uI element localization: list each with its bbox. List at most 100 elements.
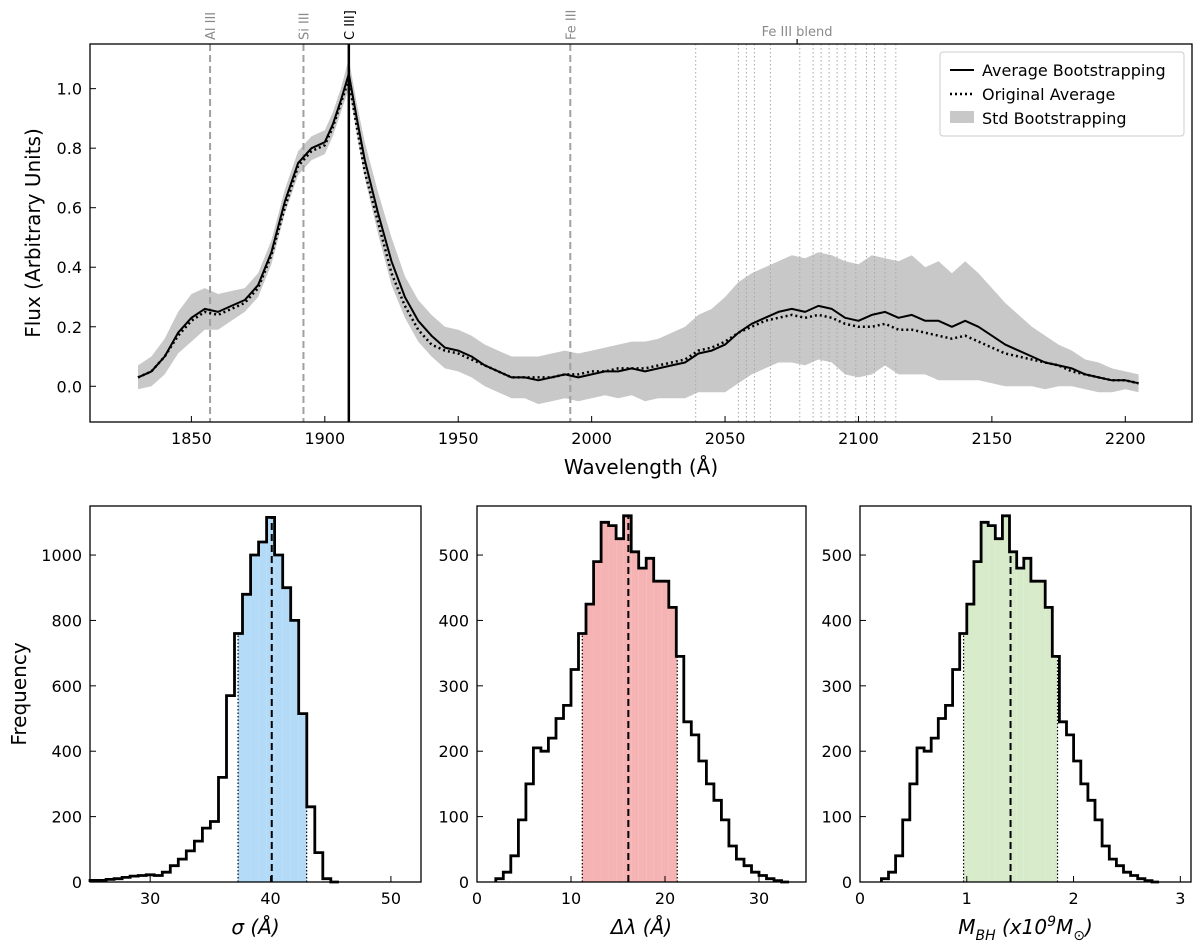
hist-bar [290,620,299,882]
hist-bar [282,587,291,882]
hist-bar [631,551,639,882]
hist-bar [1023,558,1031,882]
emission-line-label: Fe III [564,10,579,40]
emission-line-label: Al III [204,12,219,40]
y-axis-label: Frequency [7,642,31,745]
x-tick-label: 50 [381,889,401,908]
x-axis-label-part: ⊙ [1073,928,1085,944]
hist-bar [250,555,259,882]
x-tick-label: 30 [140,889,160,908]
x-axis-label-part: (x10 [996,915,1047,939]
y-tick-label: 200 [438,742,469,761]
hist-bar [1045,607,1053,882]
y-tick-label: 400 [821,611,852,630]
x-tick-label: 0 [472,889,482,908]
y-tick-label: 300 [821,677,852,696]
x-tick-label: 2050 [705,429,746,448]
y-tick-label: 300 [438,677,469,696]
y-tick-label: 100 [438,808,469,827]
x-tick-label: 2000 [571,429,612,448]
y-tick-label: 0 [459,873,469,892]
y-tick-label: 600 [51,677,82,696]
x-tick-label: 20 [655,889,675,908]
x-axis-label-part: M [1056,915,1073,939]
hist-bar [593,561,602,882]
hist-bar [1052,656,1058,882]
y-tick-label: 800 [51,611,82,630]
legend-band-swatch [950,111,974,123]
x-tick-label: 10 [561,889,581,908]
hist-bar [1030,581,1039,882]
hist-axes-frame [89,505,422,883]
hist-bar [586,604,594,882]
spectrum-panel: Al III Si III C III] Fe III Fe III blend 1850… [21,10,1193,479]
emission-line-label: Si III [297,13,312,41]
x-tick-label: 1 [962,889,972,908]
x-axis-label-part: M [958,915,975,939]
y-tick-label: 0.8 [57,139,82,158]
x-axis-label-part: ) [1083,915,1093,939]
x-tick-label: 2200 [1105,429,1146,448]
y-tick-label: 0 [72,873,82,892]
y-tick-label: 1000 [41,546,82,565]
hist-bar [616,538,624,882]
sigma-histogram-panel: 30 40 50 0 200 400 600 800 1000 σ (Å) Frequency [7,505,422,939]
x-tick-label: 2100 [838,429,879,448]
x-tick-label: 1850 [171,429,212,448]
y-tick-label: 0 [842,873,852,892]
fe-blend-label: Fe III blend [762,25,833,40]
x-axis-label-part: BH [975,928,996,944]
hist-outline [88,516,339,884]
hist-bar [668,607,677,882]
std-bootstrapping-band [138,58,1139,405]
x-axis-label: Δλ (Å) [609,915,672,939]
x-tick-label: 1950 [438,429,479,448]
x-tick-label: 3 [1175,889,1185,908]
hist-bar [988,525,996,882]
hist-bar [1009,551,1017,882]
hist-bar [608,525,617,882]
y-tick-label: 0.4 [57,258,82,277]
x-axis-label: Wavelength (Å) [564,455,718,479]
y-tick-label: 400 [51,742,82,761]
hist-bar [995,538,1003,882]
hist-bar [973,561,982,882]
x-axis-label: MBH (x109M⊙) [958,914,1093,944]
hist-outline [494,514,790,884]
hist-bar [653,581,662,882]
hist-bar [646,558,654,882]
legend-label: Original Average [982,85,1115,104]
x-tick-label: 2 [1068,889,1078,908]
hist-bar [638,568,647,882]
hist-bar [661,581,669,882]
y-tick-label: 100 [821,808,852,827]
x-tick-label: 40 [260,889,280,908]
hist-bar [1038,581,1046,882]
hist-bar [963,633,967,882]
legend: Average Bootstrapping Original Average Std… [939,51,1185,137]
y-tick-label: 200 [821,742,852,761]
hist-bar [266,517,275,882]
hist-bar [238,633,243,882]
hist-outline [880,514,1160,884]
y-tick-label: 500 [438,546,469,565]
hist-bar [582,633,587,882]
x-tick-label: 1900 [304,429,345,448]
hist-bar [1002,515,1010,882]
average-bootstrapping-line [137,72,1139,385]
spectrum-axes-frame [89,43,1193,423]
y-tick-label: 200 [51,808,82,827]
emission-line-label: C III] [343,10,358,40]
hist-axes-frame [476,505,807,883]
hist-bar [242,594,251,882]
y-tick-label: 400 [438,611,469,630]
hist-bar [623,515,632,882]
x-axis-label-part: 9 [1047,914,1056,930]
x-axis-label: σ (Å) [231,915,279,939]
y-tick-label: 0.6 [57,199,82,218]
legend-box [939,51,1185,137]
hist-axes-frame [859,505,1192,883]
